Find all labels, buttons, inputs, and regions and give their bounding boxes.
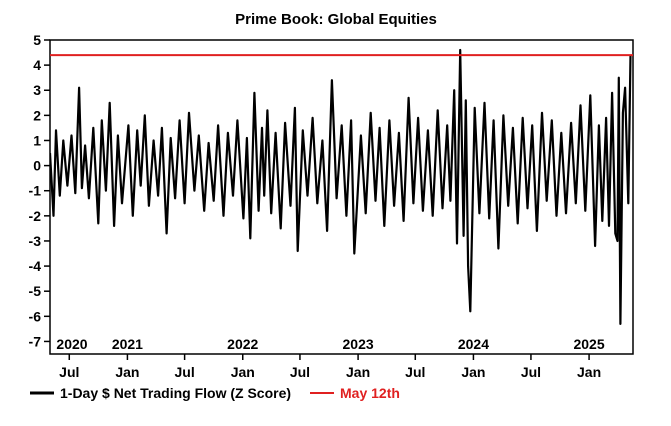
x-tick-label: Jan	[231, 364, 255, 380]
x-tick-label: Jan	[461, 364, 485, 380]
y-tick-label: 2	[33, 107, 41, 123]
x-tick-label: Jan	[115, 364, 139, 380]
y-tick-label: -4	[29, 258, 42, 274]
legend: 1-Day $ Net Trading Flow (Z Score) May 1…	[30, 385, 400, 401]
legend-label-may-12th: May 12th	[340, 385, 400, 401]
year-label: 2025	[573, 336, 604, 352]
y-tick-label: 5	[33, 32, 41, 48]
y-tick-label: -2	[29, 208, 42, 224]
plot-area: 5 4 3 2 1 0 -1 -2 -3 -4 -5 -6 -7 Jul Jan Jul Jan Jul Jan Ju…	[29, 32, 634, 380]
y-tick-label: 0	[33, 158, 41, 174]
y-tick-label: -1	[29, 183, 42, 199]
plot-frame	[49, 39, 634, 355]
series-net-flow-line	[50, 48, 632, 325]
chart-title: Prime Book: Global Equities	[235, 11, 437, 28]
y-tick-label: 3	[33, 82, 41, 98]
y-tick-label: -5	[29, 283, 42, 299]
year-label: 2020	[56, 336, 87, 352]
x-tick-label: Jan	[346, 364, 370, 380]
y-tick-label: -3	[29, 233, 42, 249]
x-tick-label: Jul	[59, 364, 79, 380]
y-tick-label: -7	[29, 333, 42, 349]
year-label: 2024	[458, 336, 489, 352]
year-label: 2023	[343, 336, 374, 352]
legend-label-net-flow: 1-Day $ Net Trading Flow (Z Score)	[60, 385, 291, 401]
x-tick-label: Jan	[577, 364, 601, 380]
x-tick-label: Jul	[290, 364, 310, 380]
y-tick-label: -6	[29, 308, 42, 324]
y-tick-label: 1	[33, 132, 41, 148]
year-label: 2021	[112, 336, 143, 352]
y-tick-label: 4	[33, 57, 41, 73]
x-tick-label: Jul	[405, 364, 425, 380]
year-label: 2022	[227, 336, 258, 352]
x-tick-label: Jul	[521, 364, 541, 380]
x-tick-label: Jul	[174, 364, 194, 380]
